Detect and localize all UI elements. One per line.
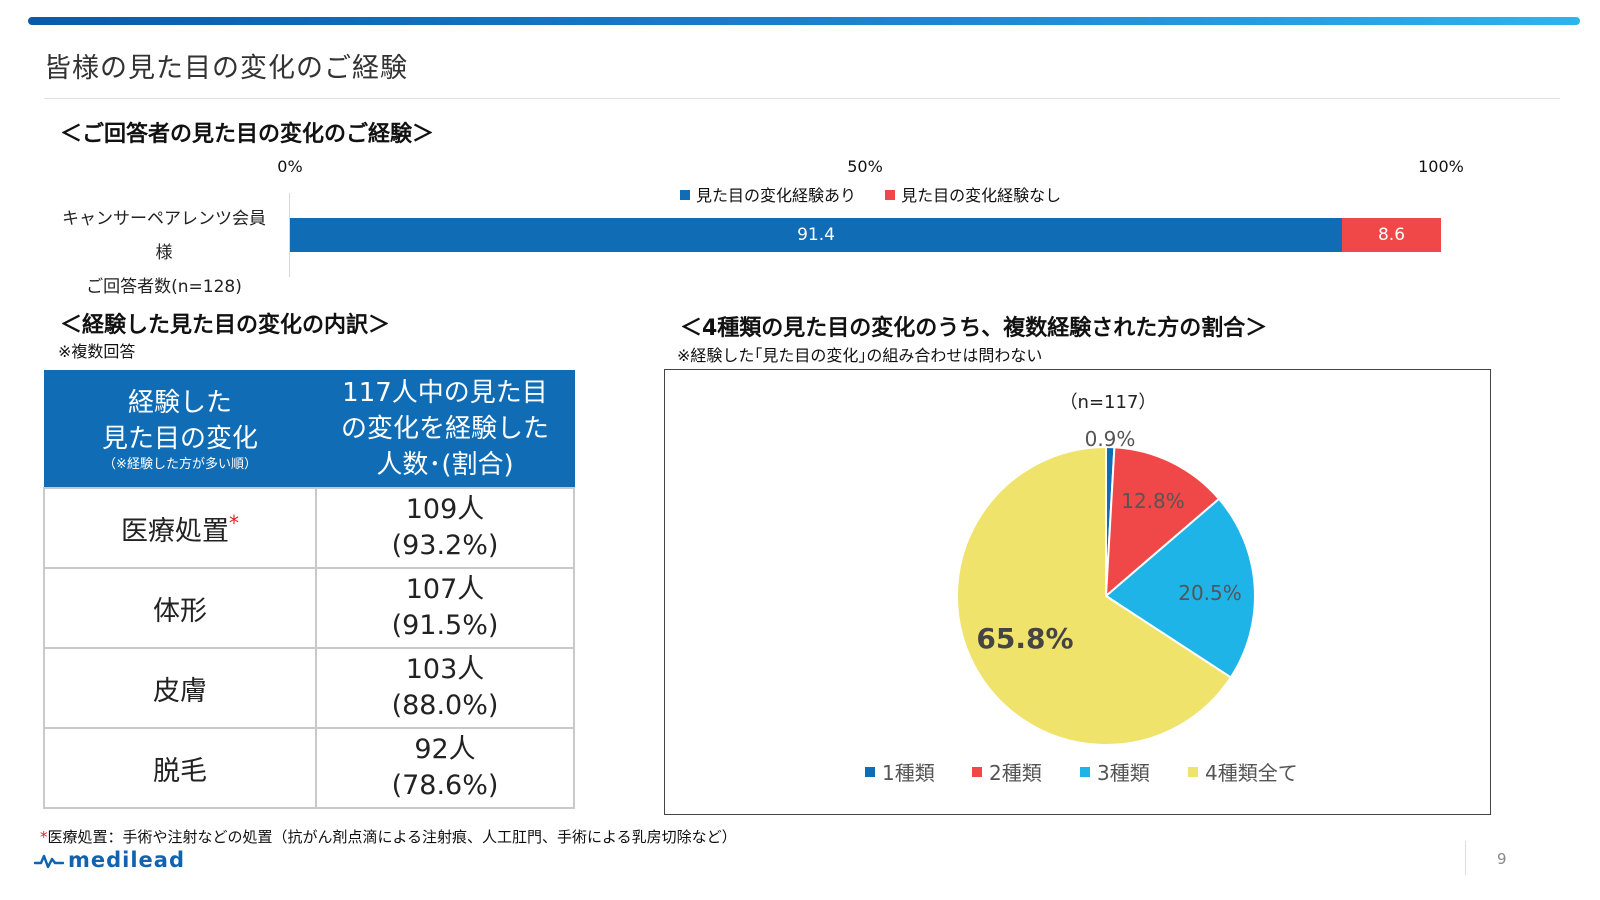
logo-text: medilead [68,848,185,872]
change-name: 脱毛 [43,727,317,809]
pie-data-label: 65.8% [976,622,1073,655]
table-row: 体形 107人 (91.5%) [43,567,575,649]
pie-legend-swatch [1188,767,1198,777]
pie-legend-swatch [865,767,875,777]
change-value: 92人 (78.6%) [315,727,575,809]
pie-legend-label: 1種類 [882,761,935,785]
pie-data-label: 20.5% [1178,581,1242,605]
pie-legend-swatch [1080,767,1090,777]
pie-data-label: 12.8% [1121,489,1185,513]
footnote-mark: * [40,828,48,846]
header-line: の変化を経験した [340,414,549,444]
legend-item-no: 見た目の変化経験なし [885,186,1061,205]
pie-data-label: 0.9% [1085,427,1136,451]
table-row: 医療処置* 109人 (93.2%) [43,487,575,569]
table-row: 皮膚 103人 (88.0%) [43,647,575,729]
header-line: 経験した [127,388,232,418]
section2-heading: ＜経験した見た目の変化の内訳＞ [60,313,391,338]
company-logo: medilead [34,848,185,872]
bar-segment-yes: 91.4 [290,218,1342,252]
asterisk-mark: * [229,510,239,535]
table-row: 脱毛 92人 (78.6%) [43,727,575,809]
percent: (93.2%) [391,530,499,561]
change-name: 体形 [43,567,317,649]
bar-tick: 50% [847,157,883,176]
bar-row-label-line2: ご回答者数(n=128) [86,277,242,297]
section3-heading: ＜4種類の見た目の変化のうち、複数経験された方の割合＞ [680,316,1268,341]
footnote-text: 医療処置：手術や注射などの処置（抗がん剤点滴による注射痕、人工肛門、手術による乳… [47,828,737,846]
bar-row-label-line1: キャンサーペアレンツ会員様 [62,209,266,263]
legend-swatch [885,190,896,200]
pie-legend-label: 4種類全て [1205,761,1298,785]
section2-note: ※複数回答 [58,342,136,361]
count: 92人 [414,734,476,765]
header-accent-bar [28,17,1580,25]
legend-swatch [680,190,690,200]
bar-data-label: 8.6 [1377,225,1406,245]
pie-slice-2 [1104,446,1221,599]
pie-legend-label: 3種類 [1097,761,1150,785]
stacked-bar: 91.4 8.6 [290,218,1441,252]
page-title: 皆様の見た目の変化のご経験 [44,53,408,84]
count: 109人 [405,494,485,525]
pie-legend-swatch [972,767,982,777]
section1-heading: ＜ご回答者の見た目の変化のご経験＞ [60,122,435,147]
title-divider [44,98,1560,99]
pulse-icon [34,854,64,869]
bar-tick: 0% [277,157,303,176]
footnote: *医療処置：手術や注射などの処置（抗がん剤点滴による注射痕、人工肛門、手術による… [40,826,737,847]
section3-note: ※経験した｢見た目の変化｣の組み合わせは問わない [677,346,1043,365]
percent: (91.5%) [391,610,499,641]
pie-legend-label: 2種類 [989,761,1042,785]
change-name: 医療処置* [43,487,317,569]
change-value: 103人 (88.0%) [315,647,575,729]
table-header-row: 経験した 見た目の変化 （※経験した方が多い順） 117人中の見た目 の変化を経… [43,370,575,489]
breakdown-table: 経験した 見た目の変化 （※経験した方が多い順） 117人中の見た目 の変化を経… [43,370,575,809]
pie-chart: （n=117） 0.9% 12.8% 20.5% 65.8% 1種類 2種類 3種類 4種類全て [865,392,1298,785]
pie-slice-4 [956,445,1233,746]
change-value: 109人 (93.2%) [315,487,575,569]
table-header-change: 経験した 見た目の変化 （※経験した方が多い順） [43,370,317,489]
pie-chart-frame: （n=117） 0.9% 12.8% 20.5% 65.8% 1種類 2種類 3種類 4種類全て [664,369,1491,815]
count: 103人 [405,654,485,685]
page-number-divider [1465,841,1466,875]
change-value: 107人 (91.5%) [315,567,575,649]
header-subnote: （※経験した方が多い順） [103,457,257,472]
header-line: 117人中の見た目 [342,378,548,408]
bar-legend: 見た目の変化経験あり 見た目の変化経験なし [680,182,1085,206]
bar-row-label: キャンサーペアレンツ会員様 ご回答者数(n=128) [54,202,274,304]
bar-axis-line [289,193,290,277]
header-line: 人数･(割合) [376,450,514,480]
bar-segment-no: 8.6 [1342,218,1441,252]
table-header-count: 117人中の見た目 の変化を経験した 人数･(割合) [315,370,575,489]
change-name: 皮膚 [43,647,317,729]
legend-label: 見た目の変化経験あり [696,186,857,205]
percent: (88.0%) [391,690,499,721]
count: 107人 [405,574,485,605]
bar-tick: 100% [1418,157,1464,176]
percent: (78.6%) [391,770,499,801]
header-line: 見た目の変化 [101,424,258,454]
bar-data-label: 91.4 [797,225,835,245]
pie-title: （n=117） [1060,392,1157,413]
pie-slice-3 [1104,497,1256,679]
page-number: 9 [1497,850,1507,868]
legend-item-yes: 見た目の変化経験あり [680,186,856,205]
legend-label: 見た目の変化経験なし [901,186,1062,205]
